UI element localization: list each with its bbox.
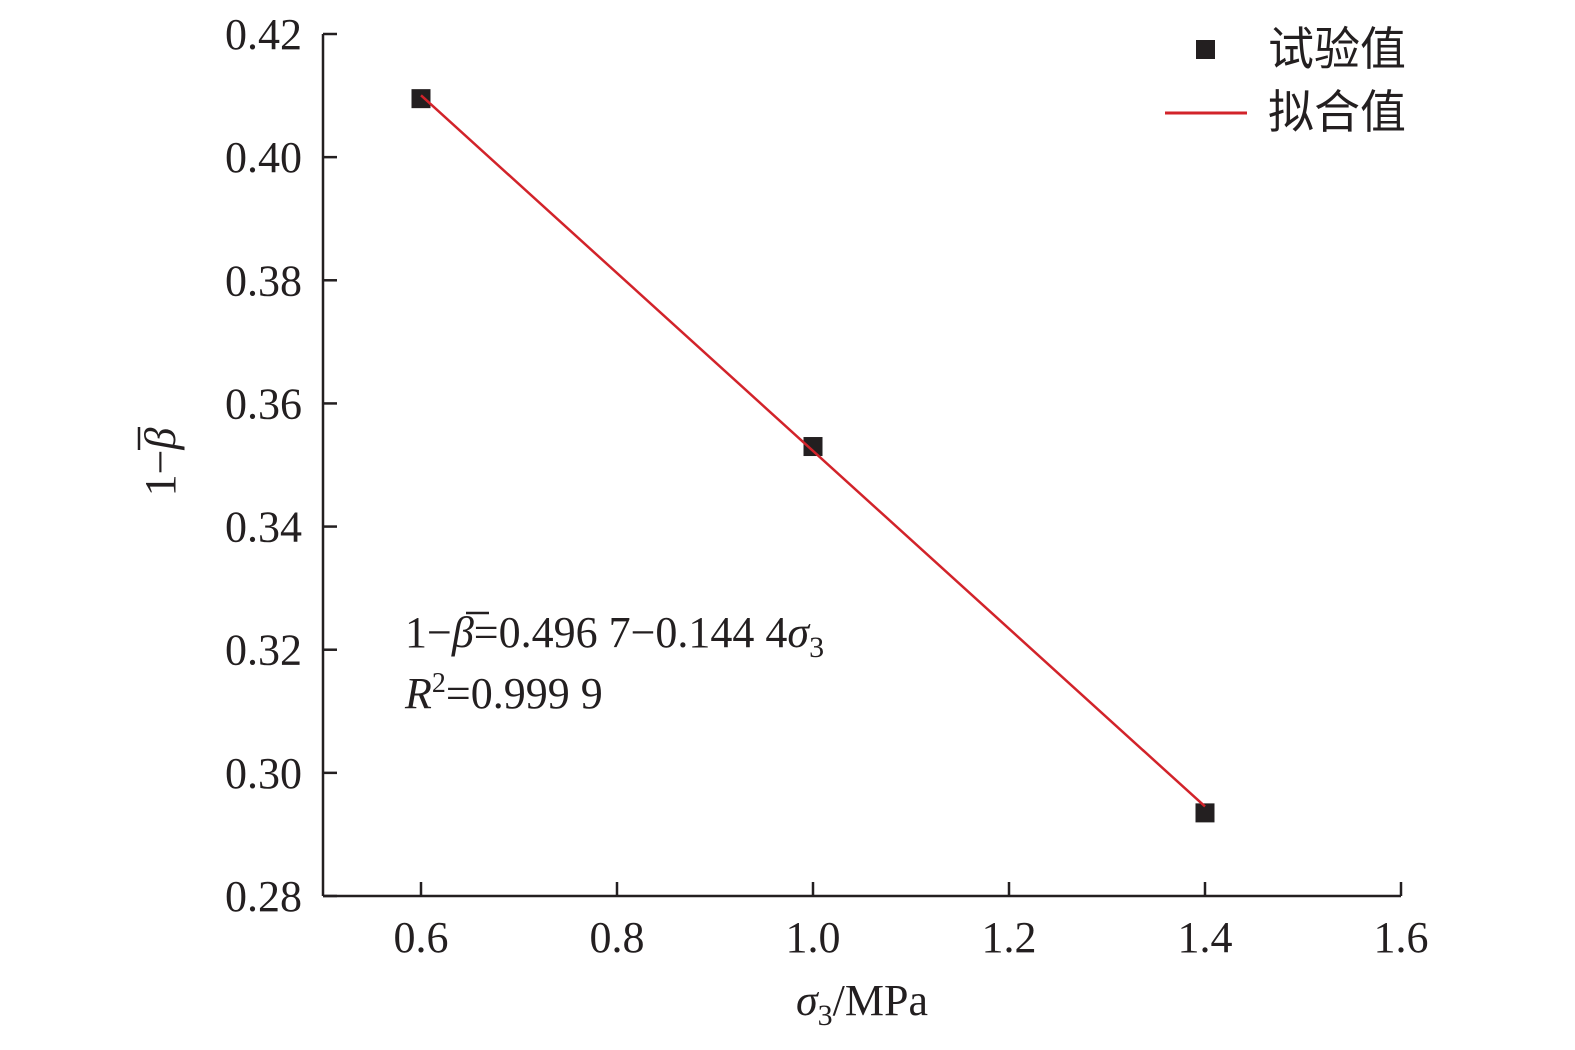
axes: [321, 34, 1401, 898]
x-tick-label: 1.0: [786, 913, 841, 962]
legend: 试验值 拟合值: [1165, 22, 1406, 139]
y-tick-label: 0.32: [225, 626, 302, 675]
y-tick-label: 0.30: [225, 749, 302, 798]
data-marks: [411, 89, 1215, 823]
legend-marker-experimental: [1196, 40, 1215, 59]
y-tick-label: 0.36: [225, 379, 302, 428]
data-point: [411, 89, 431, 109]
fit-equation: 1−β=0.496 7−0.144 4σ3 R2=0.999 9: [404, 608, 824, 718]
fit-equation-line1: 1−β=0.496 7−0.144 4σ3: [405, 608, 824, 664]
data-point: [1195, 803, 1215, 823]
y-tick-label: 0.42: [225, 10, 302, 59]
legend-label-fitted: 拟合值: [1268, 85, 1406, 139]
fit-equation-line2: R2=0.999 9: [404, 668, 603, 718]
legend-label-experimental: 试验值: [1268, 22, 1406, 76]
data-point: [803, 437, 823, 457]
y-tick-label: 0.34: [225, 503, 302, 552]
x-tick-label: 0.6: [394, 913, 449, 962]
y-tick-label: 0.38: [225, 256, 302, 305]
y-axis-title: 1−β: [136, 427, 185, 496]
x-axis-title: σ3/MPa: [796, 976, 928, 1032]
x-ticks: 0.6 0.8 1.0 1.2 1.4 1.6: [394, 882, 1429, 962]
y-ticks: 0.28 0.30 0.32 0.34 0.36 0.38 0.40 0.42: [225, 10, 337, 921]
y-tick-label: 0.28: [225, 872, 302, 921]
x-tick-label: 1.6: [1374, 913, 1429, 962]
svg-text:1−β: 1−β: [136, 428, 185, 497]
x-tick-label: 1.4: [1178, 913, 1233, 962]
fit-line: [420, 94, 1206, 808]
x-tick-label: 0.8: [590, 913, 645, 962]
y-tick-label: 0.40: [225, 133, 302, 182]
x-tick-label: 1.2: [982, 913, 1037, 962]
